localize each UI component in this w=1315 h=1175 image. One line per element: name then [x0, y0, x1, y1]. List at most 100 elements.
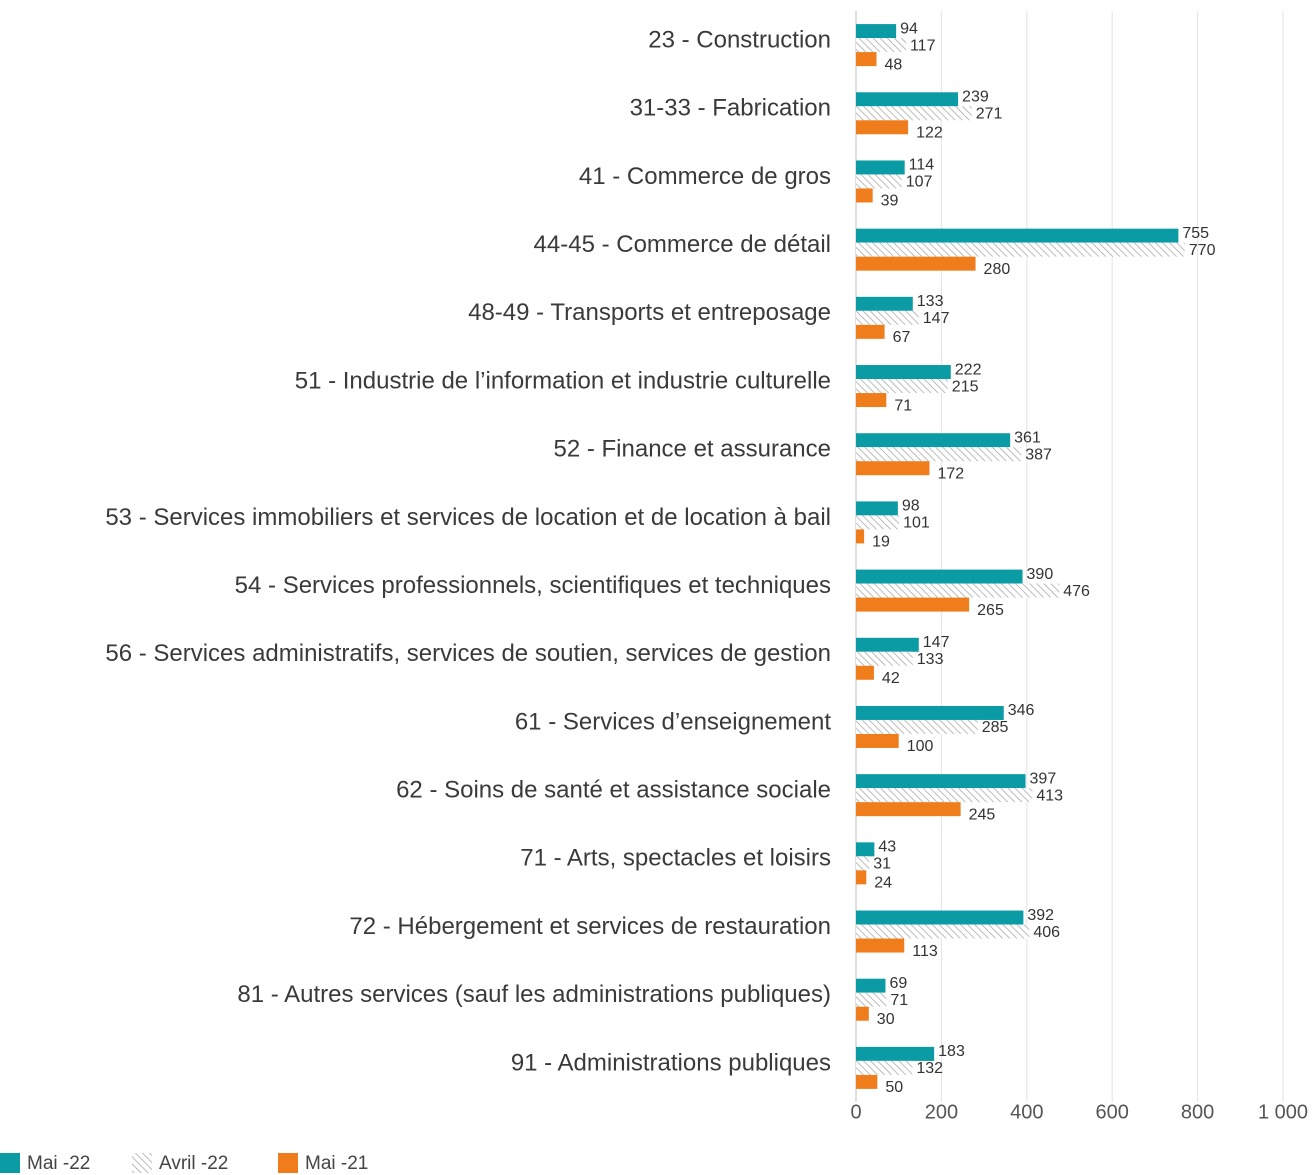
- data-label: 117: [910, 37, 936, 54]
- legend-label: Mai -22: [27, 1153, 90, 1174]
- data-label: 101: [903, 515, 930, 532]
- bar: [856, 583, 1060, 598]
- data-label: 172: [937, 465, 964, 482]
- data-label: 133: [917, 293, 944, 310]
- data-label: 390: [1027, 566, 1054, 583]
- bar: [856, 924, 1030, 939]
- data-label: 48: [884, 56, 902, 73]
- data-label: 71: [890, 992, 908, 1009]
- data-label: 285: [982, 719, 1009, 736]
- data-label: 755: [1182, 225, 1209, 242]
- bar: [856, 856, 870, 871]
- category-label: 91 - Administrations publiques: [511, 1049, 831, 1076]
- x-tick-label: 0: [850, 1101, 861, 1123]
- bar: [856, 52, 877, 67]
- bar: [856, 188, 873, 203]
- legend-swatch: [132, 1153, 152, 1173]
- bar: [856, 870, 867, 885]
- data-label: 107: [906, 174, 933, 191]
- bar: [856, 938, 905, 953]
- bar: [856, 38, 906, 53]
- bar: [856, 515, 900, 530]
- data-label: 94: [900, 20, 918, 37]
- data-label: 147: [923, 310, 950, 327]
- data-label: 24: [874, 875, 892, 892]
- data-label: 215: [952, 378, 979, 395]
- data-label: 98: [902, 498, 920, 515]
- data-label: 245: [969, 806, 996, 823]
- category-label: 53 - Services immobiliers et services de…: [105, 504, 831, 531]
- data-label: 43: [878, 839, 896, 856]
- data-label: 280: [984, 261, 1011, 278]
- bar: [856, 569, 1023, 584]
- data-label: 42: [882, 670, 900, 687]
- legend-label: Mai -21: [305, 1153, 368, 1174]
- bar: [856, 433, 1011, 448]
- bar: [856, 992, 887, 1007]
- bar: [856, 774, 1026, 789]
- category-label: 81 - Autres services (sauf les administr…: [237, 981, 831, 1008]
- data-label: 413: [1036, 787, 1063, 804]
- x-tick-label: 600: [1096, 1101, 1129, 1123]
- data-label: 39: [881, 193, 899, 210]
- data-label: 222: [955, 361, 982, 378]
- bar: [856, 501, 898, 516]
- data-label: 271: [976, 106, 1003, 123]
- bar: [856, 447, 1022, 462]
- category-label: 48-49 - Transports et entreposage: [468, 299, 831, 326]
- data-label: 265: [977, 602, 1004, 619]
- data-label: 133: [917, 651, 944, 668]
- bar: [856, 324, 885, 339]
- data-label: 361: [1014, 429, 1041, 446]
- category-label: 61 - Services d’enseignement: [515, 708, 832, 735]
- bar: [856, 637, 919, 652]
- category-label: 23 - Construction: [648, 26, 831, 53]
- bar: [856, 393, 887, 408]
- bar: [856, 1074, 878, 1089]
- legend-swatch: [278, 1153, 298, 1173]
- bar: [856, 719, 978, 734]
- data-label: 19: [872, 534, 890, 551]
- data-label: 31: [873, 856, 891, 873]
- data-label: 122: [916, 125, 943, 142]
- bar: [856, 365, 951, 380]
- bar: [856, 461, 930, 476]
- bar: [856, 174, 902, 189]
- category-label: 44-45 - Commerce de détail: [534, 231, 831, 258]
- category-label: 41 - Commerce de gros: [579, 163, 831, 190]
- bar: [856, 1006, 869, 1021]
- x-tick-label: 200: [925, 1101, 958, 1123]
- bar: [856, 910, 1024, 925]
- category-label: 52 - Finance et assurance: [554, 436, 832, 463]
- bar: [856, 733, 899, 748]
- bar: [856, 1060, 913, 1075]
- category-label: 56 - Services administratifs, services d…: [105, 640, 831, 667]
- bar: [856, 529, 865, 544]
- x-tick-label: 800: [1181, 1101, 1214, 1123]
- bar: [856, 978, 886, 993]
- bar: [856, 106, 972, 121]
- bar: [856, 120, 909, 135]
- x-tick-label: 400: [1010, 1101, 1043, 1123]
- bar: [856, 160, 905, 175]
- data-label: 392: [1027, 907, 1054, 924]
- category-label: 71 - Arts, spectacles et loisirs: [520, 845, 831, 872]
- data-label: 397: [1030, 770, 1057, 787]
- x-tick-label: 1 000: [1258, 1101, 1308, 1123]
- bar: [856, 1046, 935, 1061]
- bar: [856, 296, 913, 311]
- data-label: 476: [1063, 583, 1090, 600]
- bar: [856, 665, 874, 680]
- data-label: 113: [912, 943, 938, 960]
- bar: [856, 379, 948, 394]
- data-label: 387: [1025, 446, 1052, 463]
- bar: [856, 705, 1004, 720]
- data-label: 71: [894, 397, 912, 414]
- data-label: 406: [1033, 924, 1060, 941]
- data-label: 69: [889, 975, 907, 992]
- bar: [856, 597, 970, 612]
- category-label: 62 - Soins de santé et assistance social…: [396, 777, 831, 804]
- bar: [856, 92, 959, 107]
- data-label: 114: [909, 157, 935, 174]
